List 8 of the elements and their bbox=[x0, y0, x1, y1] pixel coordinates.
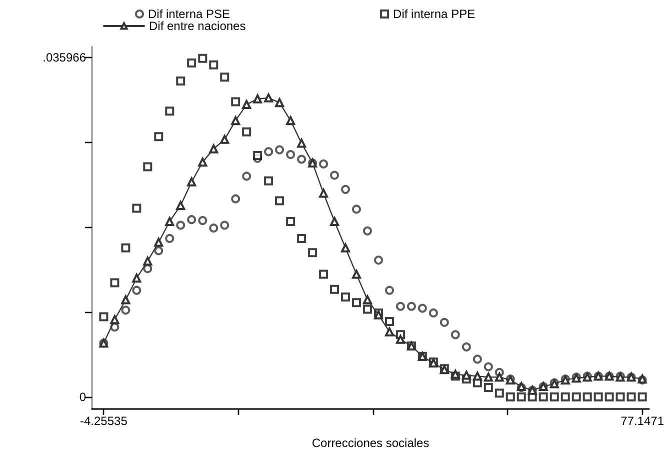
x-axis-title: Correcciones sociales bbox=[312, 436, 430, 450]
legend-label: Dif entre naciones bbox=[149, 19, 246, 33]
legend-label: Dif interna PPE bbox=[393, 7, 476, 21]
legend-label: Dif interna PSE bbox=[148, 7, 230, 21]
x-tick-label: -4.25535 bbox=[80, 414, 128, 428]
y-tick-label: .035966 bbox=[42, 50, 86, 65]
x-tick-label: 77.1471 bbox=[620, 414, 664, 428]
y-tick-label: 0 bbox=[79, 390, 86, 404]
